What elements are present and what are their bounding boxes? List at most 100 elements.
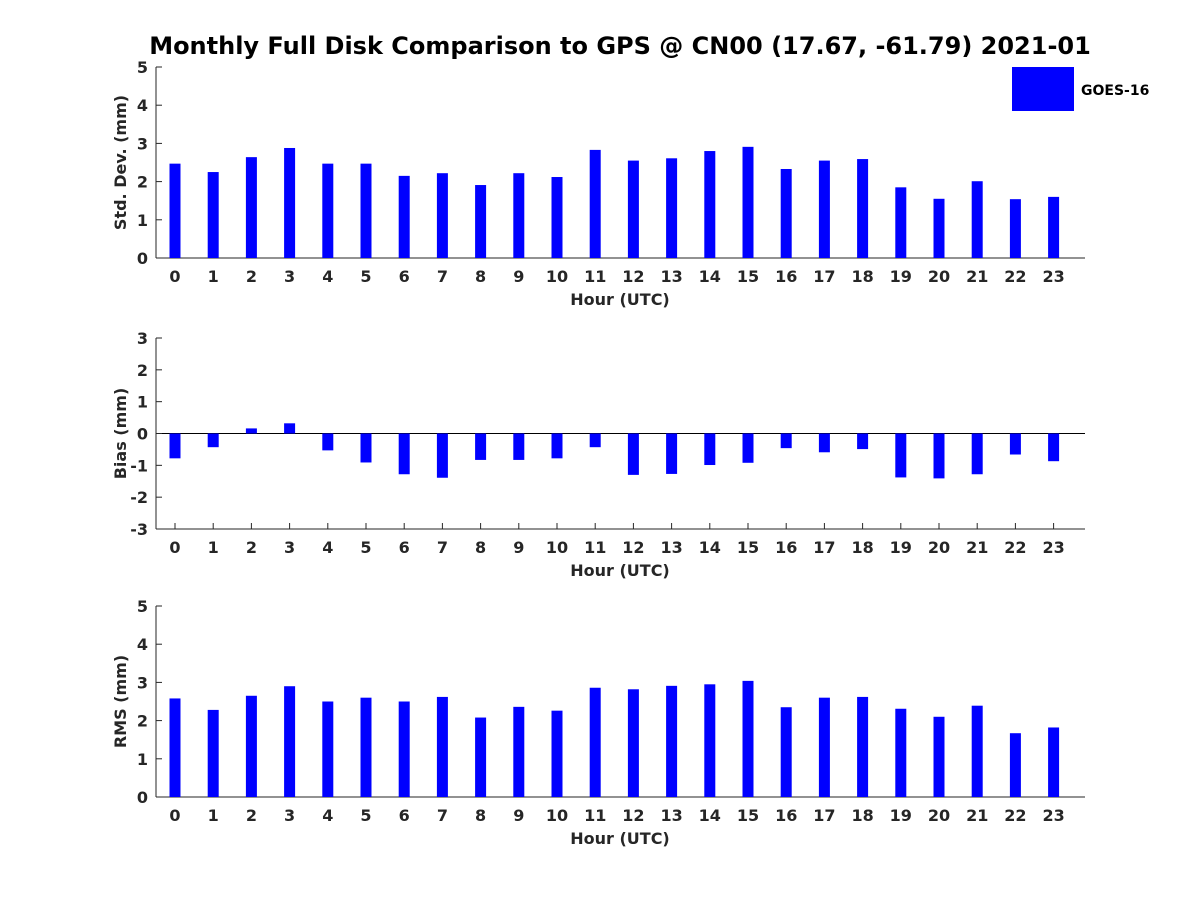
rms-y-tick-label: 0 (137, 788, 148, 807)
std-dev-bar-hour-21 (971, 181, 983, 258)
rms-bar-hour-11 (589, 687, 601, 797)
rms-bar-hour-10 (551, 710, 563, 797)
bias-x-tick-label: 12 (622, 538, 644, 557)
bias-bar-hour-10 (551, 433, 563, 459)
std-dev-y-tick-label: 2 (137, 173, 148, 192)
rms-x-tick-label: 8 (475, 806, 486, 825)
std-dev-bar-hour-2 (245, 157, 257, 258)
bias-bar-hour-19 (895, 433, 907, 478)
std-dev-x-tick-label: 1 (208, 267, 219, 286)
bias-bar-hour-16 (780, 433, 792, 449)
std-dev-x-tick-label: 10 (546, 267, 568, 286)
bias-y-tick-label: 1 (137, 393, 148, 412)
std-dev-bar-hour-18 (857, 159, 869, 258)
rms-bar-hour-3 (284, 686, 296, 797)
rms-bar-hour-18 (857, 696, 869, 797)
rms-y-tick-label: 1 (137, 750, 148, 769)
std-dev-x-tick-label: 12 (622, 267, 644, 286)
bias-bar-hour-2 (245, 428, 257, 434)
std-dev-bar-hour-5 (360, 163, 372, 258)
std-dev-x-tick-label: 17 (813, 267, 835, 286)
bias-y-tick-label: 2 (137, 361, 148, 380)
std-dev-bar-hour-3 (284, 147, 296, 258)
rms-bar-hour-15 (742, 680, 754, 797)
std-dev-bar-hour-16 (780, 168, 792, 258)
bias-bar-hour-21 (971, 433, 983, 475)
std-dev-bar-hour-10 (551, 177, 563, 258)
std-dev-bar-hour-8 (475, 185, 487, 258)
bias-x-tick-label: 21 (966, 538, 988, 557)
std-dev-bar-hour-13 (666, 158, 678, 258)
legend-swatch-goes-16 (1012, 67, 1074, 111)
bias-bar-hour-23 (1048, 433, 1060, 462)
bias-bar-hour-6 (398, 433, 410, 475)
std-dev-bar-hour-22 (1009, 199, 1021, 258)
std-dev-x-tick-label: 11 (584, 267, 606, 286)
legend-label-goes-16: GOES-16 (1081, 83, 1149, 99)
rms-x-tick-label: 9 (513, 806, 524, 825)
bias-bar-hour-5 (360, 433, 372, 463)
std-dev-x-tick-label: 14 (699, 267, 721, 286)
std-dev-bar-hour-4 (322, 163, 334, 258)
bias-bar-hour-15 (742, 433, 754, 463)
bias-x-tick-label: 19 (890, 538, 912, 557)
bias-y-tick-label: -2 (130, 488, 148, 507)
std-dev-bar-hour-0 (169, 163, 181, 258)
std-dev-x-axis-label: Hour (UTC) (570, 290, 670, 309)
rms-x-tick-label: 10 (546, 806, 568, 825)
std-dev-x-tick-label: 18 (851, 267, 873, 286)
bias-bar-hour-8 (475, 433, 487, 460)
bias-y-axis-label: Bias (mm) (111, 388, 130, 480)
bias-bar-hour-12 (627, 433, 639, 475)
std-dev-x-tick-label: 7 (437, 267, 448, 286)
rms-bar-hour-19 (895, 708, 907, 797)
rms-bar-hour-7 (436, 696, 448, 797)
rms-x-tick-label: 22 (1004, 806, 1026, 825)
bias-x-axis-label: Hour (UTC) (570, 561, 670, 580)
std-dev-x-tick-label: 15 (737, 267, 759, 286)
std-dev-x-tick-label: 21 (966, 267, 988, 286)
rms-bar-hour-21 (971, 705, 983, 797)
rms-x-tick-label: 21 (966, 806, 988, 825)
rms-x-tick-label: 18 (851, 806, 873, 825)
std-dev-bar-hour-11 (589, 149, 601, 258)
bias-x-tick-label: 14 (699, 538, 721, 557)
bias-x-tick-label: 4 (322, 538, 333, 557)
rms-bar-hour-14 (704, 684, 716, 797)
std-dev-bar-hour-7 (436, 173, 448, 258)
std-dev-x-tick-label: 19 (890, 267, 912, 286)
rms-bar-hour-20 (933, 716, 945, 797)
bias-x-tick-label: 0 (169, 538, 180, 557)
rms-bar-hour-0 (169, 698, 181, 797)
rms-x-axis-label: Hour (UTC) (570, 829, 670, 848)
bias-bar-hour-0 (169, 433, 181, 459)
std-dev-y-tick-label: 5 (137, 58, 148, 77)
std-dev-y-tick-label: 3 (137, 134, 148, 153)
std-dev-bar-hour-9 (513, 173, 525, 258)
std-dev-y-axis-label: Std. Dev. (mm) (111, 95, 130, 230)
rms-x-tick-label: 0 (169, 806, 180, 825)
std-dev-x-tick-label: 5 (360, 267, 371, 286)
bias-y-tick-label: 0 (137, 425, 148, 444)
bias-x-tick-label: 20 (928, 538, 950, 557)
rms-bar-hour-17 (818, 697, 830, 797)
bias-x-tick-label: 10 (546, 538, 568, 557)
rms-y-tick-label: 3 (137, 673, 148, 692)
rms-x-tick-label: 1 (208, 806, 219, 825)
std-dev-bar-hour-1 (207, 172, 219, 258)
bias-x-tick-label: 9 (513, 538, 524, 557)
bias-x-tick-label: 23 (1042, 538, 1064, 557)
rms-y-tick-label: 5 (137, 597, 148, 616)
rms-bar-hour-1 (207, 709, 219, 797)
bias-x-tick-label: 6 (399, 538, 410, 557)
rms-x-tick-label: 15 (737, 806, 759, 825)
rms-x-tick-label: 12 (622, 806, 644, 825)
rms-x-tick-label: 7 (437, 806, 448, 825)
std-dev-x-tick-label: 16 (775, 267, 797, 286)
rms-x-tick-label: 14 (699, 806, 721, 825)
std-dev-x-tick-label: 22 (1004, 267, 1026, 286)
bias-bar-hour-18 (857, 433, 869, 450)
